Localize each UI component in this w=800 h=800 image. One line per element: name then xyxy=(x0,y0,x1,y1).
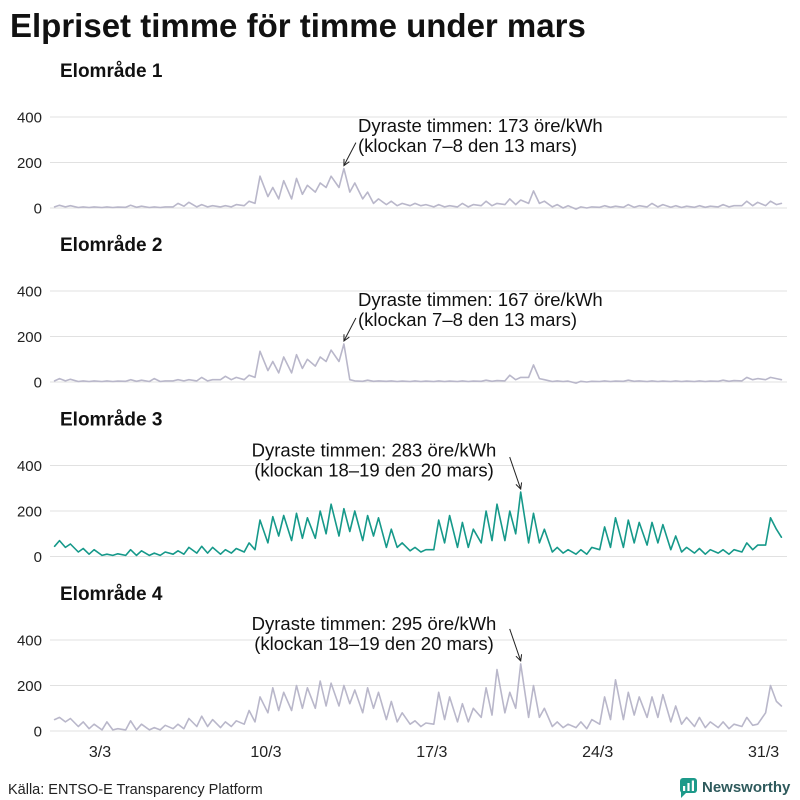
x-tick-label: 24/3 xyxy=(582,744,613,761)
panel-elomrade-4: Elområde 4 0 200 400 Dyraste timmen: 295 öre… xyxy=(17,584,787,741)
y-tick-label: 0 xyxy=(34,724,42,741)
y-tick-label: 200 xyxy=(17,155,42,172)
peak-annotation-line: Dyraste timmen: 173 öre/kWh xyxy=(358,115,603,136)
peak-arrow xyxy=(509,456,521,489)
y-tick-label: 400 xyxy=(17,633,42,650)
peak-annotation-line: (klockan 18–19 den 20 mars) xyxy=(254,460,494,481)
y-tick-label: 400 xyxy=(17,110,42,127)
panel-title: Elområde 1 xyxy=(60,61,163,82)
source-note: Källa: ENTSO-E Transparency Platform xyxy=(8,782,263,798)
panel-elomrade-3: Elområde 3 0 200 400 Dyraste timmen: 283 öre… xyxy=(17,410,787,566)
panel-elomrade-2: Elområde 2 0 200 400 Dyraste timmen: 167 öre… xyxy=(17,235,787,392)
chart-title: Elpriset timme för timme under mars xyxy=(10,7,586,44)
x-tick-label: 10/3 xyxy=(250,744,281,761)
series-line xyxy=(53,491,783,557)
panel-title: Elområde 2 xyxy=(60,235,162,256)
panel-title: Elområde 3 xyxy=(60,410,162,431)
brand-name: Newsworthy xyxy=(702,779,791,796)
y-tick-label: 0 xyxy=(34,375,42,392)
y-tick-label: 400 xyxy=(17,284,42,301)
peak-annotation-line: Dyraste timmen: 167 öre/kWh xyxy=(358,289,603,310)
y-tick-label: 200 xyxy=(17,504,42,521)
peak-annotation-line: (klockan 7–8 den 13 mars) xyxy=(358,309,577,330)
y-tick-label: 200 xyxy=(17,329,42,346)
x-tick-label: 31/3 xyxy=(748,744,779,761)
newsworthy-logo: Newsworthy xyxy=(680,778,791,798)
panel-title: Elområde 4 xyxy=(60,584,163,605)
x-tick-label: 3/3 xyxy=(89,744,111,761)
panel-elomrade-1: Elområde 1 0 200 400 Dyraste timmen: 173 öre… xyxy=(17,61,787,218)
y-tick-label: 0 xyxy=(34,201,42,218)
series-line xyxy=(53,343,783,384)
y-tick-label: 200 xyxy=(17,678,42,695)
peak-annotation-line: (klockan 18–19 den 20 mars) xyxy=(254,633,494,654)
bar-chart-icon xyxy=(680,778,697,798)
y-tick-label: 0 xyxy=(34,549,42,566)
peak-arrow xyxy=(344,317,357,341)
x-tick-label: 17/3 xyxy=(416,744,447,761)
series-line xyxy=(53,663,783,731)
peak-annotation-line: Dyraste timmen: 295 öre/kWh xyxy=(252,613,497,634)
y-tick-label: 400 xyxy=(17,458,42,475)
peak-annotation-line: Dyraste timmen: 283 öre/kWh xyxy=(252,440,497,461)
panels: Elområde 1 0 200 400 Dyraste timmen: 173 öre… xyxy=(17,61,787,741)
peak-arrow xyxy=(509,628,521,661)
x-axis: 3/3 10/3 17/3 24/3 31/3 xyxy=(89,744,779,761)
series-line xyxy=(53,167,783,210)
peak-arrow xyxy=(344,142,357,166)
peak-annotation-line: (klockan 7–8 den 13 mars) xyxy=(358,135,577,156)
